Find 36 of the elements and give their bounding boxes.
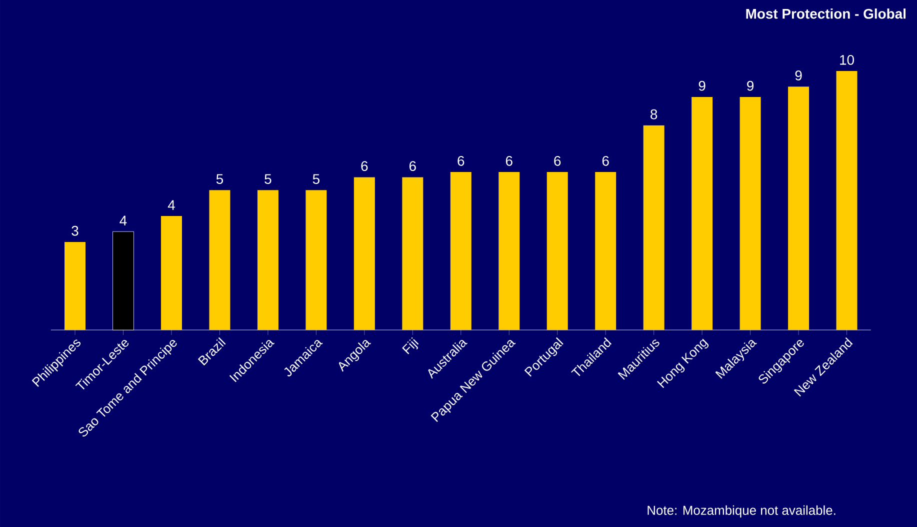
- bar: [836, 71, 858, 330]
- data-label: 5: [312, 174, 320, 184]
- data-label: 6: [361, 161, 368, 172]
- bar: [257, 190, 278, 330]
- data-label: 5: [216, 174, 224, 184]
- data-label: 4: [168, 200, 175, 210]
- data-label: 6: [506, 156, 512, 166]
- bar: [64, 242, 86, 330]
- bar: [692, 96, 713, 330]
- data-label: 6: [554, 156, 561, 166]
- bar: [740, 96, 761, 330]
- data-label: 9: [747, 80, 754, 91]
- data-label: 6: [409, 161, 416, 172]
- bar: [209, 190, 230, 330]
- data-label: 6: [602, 156, 609, 166]
- bar: [450, 172, 472, 330]
- data-label: 9: [795, 70, 802, 80]
- x-tick-label: Fiji: [402, 337, 419, 354]
- bar: [354, 177, 375, 330]
- data-label: 5: [264, 174, 272, 184]
- data-label: 8: [650, 109, 658, 120]
- bar: [546, 172, 568, 330]
- bar: [643, 125, 664, 330]
- bar: [402, 177, 424, 330]
- data-label: 9: [698, 80, 706, 91]
- data-label: 10: [840, 54, 854, 65]
- bar: [498, 172, 520, 330]
- bar: [788, 86, 810, 330]
- data-label: 4: [120, 216, 127, 226]
- data-label: 6: [458, 156, 464, 166]
- chart-title: Most Protection - Global: [746, 8, 906, 19]
- bar: [160, 216, 182, 330]
- data-label: 3: [72, 226, 78, 236]
- bar: [595, 172, 616, 330]
- bar: [306, 190, 327, 330]
- text: Note: Mozambique not available.: [648, 505, 836, 518]
